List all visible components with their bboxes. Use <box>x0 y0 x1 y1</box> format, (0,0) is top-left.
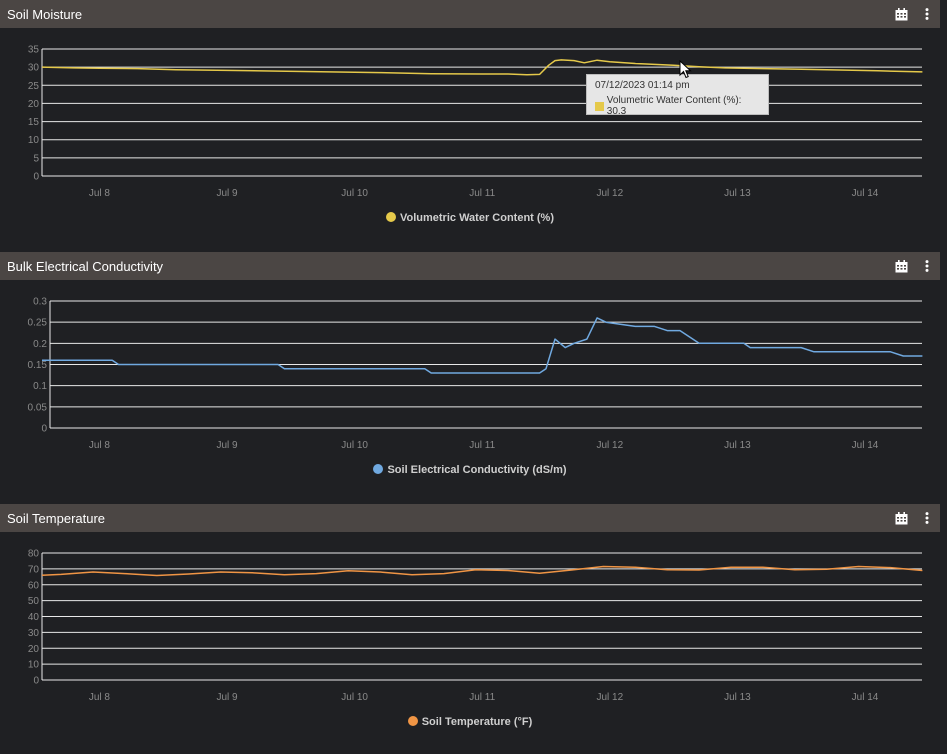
legend-label: Soil Temperature (°F) <box>421 716 533 728</box>
legend-marker <box>373 464 384 474</box>
conductivity-chart: 0 0.05 0.1 0.15 0.2 0.25 0.3 Jul 8 Jul 9 Jul 10 Ju… <box>28 297 923 451</box>
soil-temperature-panel: Soil Temperature 0 10 20 30 40 50 60 70 80 Jul 8 J… <box>0 504 940 754</box>
x-tick-label: Jul 10 <box>341 188 368 199</box>
chart-area: 0 10 20 30 40 50 60 70 80 Jul 8 Jul 9 Jul 10 Jul 11 J… <box>0 532 940 754</box>
y-tick-label: 25 <box>28 81 40 92</box>
x-tick-label: Jul 14 <box>852 692 879 703</box>
y-tick-label: 0.3 <box>33 297 47 308</box>
chart-area: 0 5 10 15 20 25 30 35 Jul 8 Jul 9 Jul 10 Jul 11 Jul … <box>0 28 940 250</box>
tooltip-row: Volumetric Water Content (%): 30.3 <box>595 95 760 117</box>
more-options-icon[interactable] <box>914 252 940 280</box>
calendar-icon[interactable] <box>888 252 914 280</box>
y-tick-label: 10 <box>28 660 40 671</box>
y-tick-label: 70 <box>28 564 40 575</box>
y-tick-label: 30 <box>28 628 40 639</box>
x-tick-label: Jul 13 <box>724 692 751 703</box>
more-options-icon[interactable] <box>914 0 940 28</box>
panel-actions <box>888 0 940 28</box>
y-tick-label: 0.1 <box>33 381 47 392</box>
y-tick-label: 0.25 <box>28 318 48 329</box>
y-tick-label: 10 <box>28 135 40 146</box>
mouse-cursor-icon <box>679 60 692 79</box>
x-tick-label: Jul 12 <box>596 188 623 199</box>
series-line <box>41 59 923 76</box>
x-tick-label: Jul 14 <box>852 440 879 451</box>
soil-temperature-chart: 0 10 20 30 40 50 60 70 80 Jul 8 Jul 9 Jul 10 Jul 11 J… <box>28 549 923 703</box>
x-tick-label: Jul 13 <box>724 188 751 199</box>
series-line <box>41 565 923 577</box>
y-tick-label: 50 <box>28 596 40 607</box>
y-tick-label: 60 <box>28 580 40 591</box>
y-tick-label: 0.05 <box>28 402 48 413</box>
y-tick-label: 5 <box>33 153 39 164</box>
x-tick-label: Jul 11 <box>469 440 495 451</box>
chart-tooltip: 07/12/2023 01:14 pm Volumetric Water Con… <box>586 74 769 117</box>
x-tick-label: Jul 9 <box>216 188 238 199</box>
y-tick-label: 0 <box>41 424 47 435</box>
panel-header: Soil Moisture <box>0 0 940 28</box>
legend[interactable]: Soil Electrical Conductivity (dS/m) <box>0 464 940 476</box>
y-tick-label: 30 <box>28 63 40 74</box>
chart-area: 0 0.05 0.1 0.15 0.2 0.25 0.3 Jul 8 Jul 9 Jul 10 Ju… <box>0 280 940 502</box>
y-tick-label: 80 <box>28 549 40 560</box>
y-tick-label: 0 <box>33 172 39 183</box>
panel-header: Bulk Electrical Conductivity <box>0 252 940 280</box>
x-tick-label: Jul 11 <box>469 188 495 199</box>
y-tick-label: 15 <box>28 117 40 128</box>
soil-moisture-panel: Soil Moisture 0 5 10 15 20 25 30 35 Jul 8 Jul 9 Ju… <box>0 0 940 250</box>
panel-title: Soil Temperature <box>7 510 106 526</box>
panel-actions <box>888 504 940 532</box>
y-tick-label: 20 <box>28 99 40 110</box>
tooltip-swatch <box>595 101 604 111</box>
panel-actions <box>888 252 940 280</box>
x-tick-label: Jul 10 <box>341 692 368 703</box>
x-tick-label: Jul 13 <box>724 440 751 451</box>
calendar-icon[interactable] <box>888 504 914 532</box>
x-tick-label: Jul 8 <box>89 440 111 451</box>
legend-marker <box>385 212 396 222</box>
x-tick-label: Jul 11 <box>469 692 495 703</box>
panel-title: Bulk Electrical Conductivity <box>7 258 164 274</box>
tooltip-value: Volumetric Water Content (%): 30.3 <box>606 95 742 117</box>
y-tick-label: 0.15 <box>28 360 48 371</box>
legend[interactable]: Soil Temperature (°F) <box>0 716 940 728</box>
legend[interactable]: Volumetric Water Content (%) <box>0 212 940 224</box>
panel-title: Soil Moisture <box>7 6 83 22</box>
y-tick-label: 0 <box>33 676 39 687</box>
legend-marker <box>407 716 418 726</box>
conductivity-panel: Bulk Electrical Conductivity 0 0.05 0.1 0.1… <box>0 252 940 502</box>
legend-label: Volumetric Water Content (%) <box>399 212 554 224</box>
x-tick-label: Jul 9 <box>216 440 238 451</box>
x-tick-label: Jul 14 <box>852 188 879 199</box>
y-tick-label: 35 <box>28 45 40 56</box>
tooltip-timestamp: 07/12/2023 01:14 pm <box>595 80 690 91</box>
x-tick-label: Jul 12 <box>596 440 623 451</box>
x-tick-label: Jul 8 <box>89 692 111 703</box>
more-options-icon[interactable] <box>914 504 940 532</box>
x-tick-label: Jul 8 <box>89 188 111 199</box>
y-tick-label: 40 <box>28 612 40 623</box>
series-line <box>42 317 923 374</box>
panel-header: Soil Temperature <box>0 504 940 532</box>
x-tick-label: Jul 12 <box>596 692 623 703</box>
y-tick-label: 0.2 <box>33 339 47 350</box>
soil-moisture-chart: 0 5 10 15 20 25 30 35 Jul 8 Jul 9 Jul 10 Jul 11 Jul … <box>28 45 923 199</box>
x-tick-label: Jul 10 <box>341 440 368 451</box>
legend-label: Soil Electrical Conductivity (dS/m) <box>387 464 567 476</box>
x-tick-label: Jul 9 <box>216 692 238 703</box>
y-tick-label: 20 <box>28 644 40 655</box>
calendar-icon[interactable] <box>888 0 914 28</box>
